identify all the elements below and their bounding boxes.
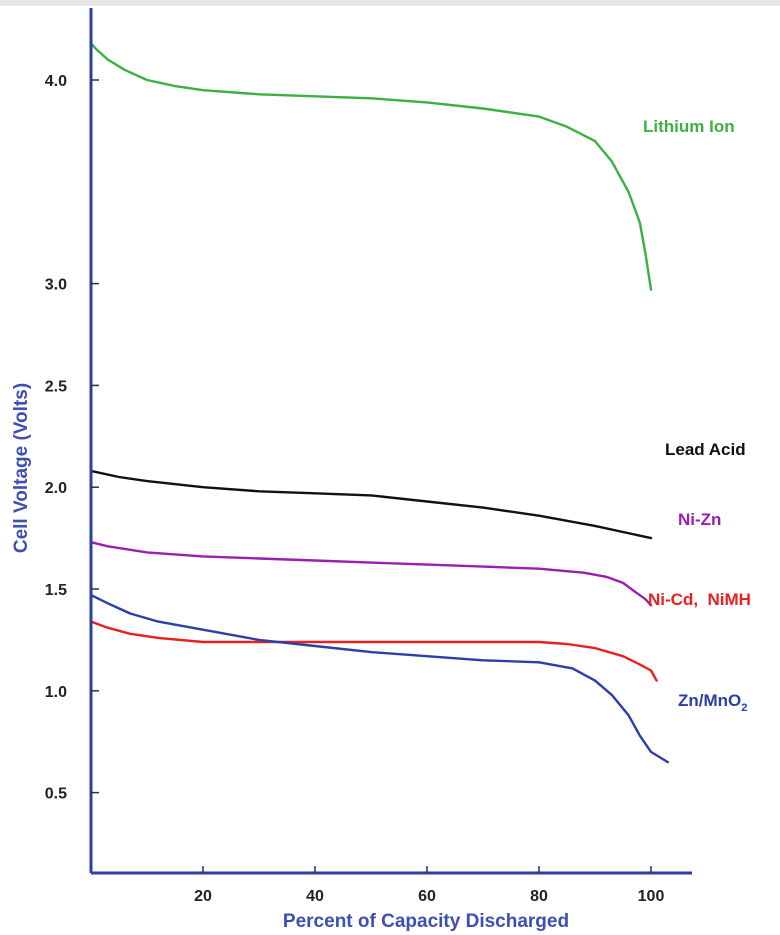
- y-axis-title: Cell Voltage (Volts): [11, 383, 32, 553]
- y-tick-label-1.5: 1.5: [45, 582, 67, 599]
- x-tick-label-80: 80: [530, 888, 548, 905]
- series-label-ni-cd-nimh: Ni-Cd, NiMH: [648, 590, 751, 609]
- series-label-lithium-ion: Lithium Ion: [643, 117, 735, 136]
- x-axis-title: Percent of Capacity Discharged: [283, 911, 569, 932]
- series-label-ni-zn: Ni-Zn: [678, 510, 721, 529]
- series-line-ni-zn: [89, 541, 653, 607]
- series-line-zn-mno: [89, 593, 669, 764]
- label-layer: Lithium Ion Lead Acid Ni-Zn Ni-Cd, NiMH Zn/M…: [643, 117, 751, 714]
- x-tick-label-40: 40: [306, 888, 324, 905]
- series-line-lithium-ion: [89, 42, 653, 291]
- x-tick-label-20: 20: [194, 888, 212, 905]
- top-border-strip: [0, 0, 780, 6]
- x-tick-label-60: 60: [418, 888, 436, 905]
- y-tick-label-2.0: 2.0: [45, 480, 67, 497]
- y-tick-label-4.0: 4.0: [45, 73, 67, 90]
- series-layer: [89, 42, 669, 764]
- y-tick-label-3.0: 3.0: [45, 277, 67, 294]
- y-tick-label-1.0: 1.0: [45, 684, 67, 701]
- axis-layer: [89, 8, 692, 875]
- series-line-lead-acid: [89, 469, 653, 540]
- y-tick-label-0.5: 0.5: [45, 786, 67, 803]
- tick-layer: 20 40 60 80 100 0.5 1.0 1.5 2.0 2.5 3.0 4.0: [45, 73, 665, 905]
- y-tick-label-2.5: 2.5: [45, 378, 67, 395]
- series-label-lead-acid: Lead Acid: [665, 440, 746, 459]
- series-label-zn-mno: Zn/MnO2: [678, 691, 747, 714]
- x-tick-label-100: 100: [638, 888, 665, 905]
- series-label-subscript: 2: [741, 702, 747, 714]
- series-line-ni-cd-nimh: [89, 620, 658, 682]
